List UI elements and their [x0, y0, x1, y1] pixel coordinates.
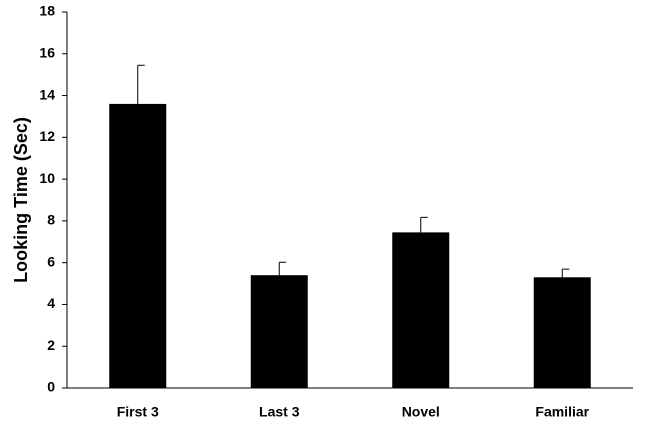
bar	[392, 232, 450, 388]
y-tick-label: 12	[39, 128, 55, 144]
bar	[109, 103, 167, 389]
bar	[250, 275, 308, 388]
y-tick-label: 8	[47, 212, 55, 228]
bar	[533, 277, 591, 388]
y-tick-label: 10	[39, 170, 55, 186]
y-tick-label: 6	[47, 253, 55, 269]
y-tick-label: 18	[39, 3, 55, 19]
x-tick-label: Novel	[402, 404, 440, 420]
y-tick-label: 16	[39, 44, 55, 60]
y-tick-label: 0	[47, 379, 55, 395]
y-tick-label: 4	[47, 295, 55, 311]
y-axis-label: Looking Time (Sec)	[11, 117, 31, 283]
y-tick-label: 14	[39, 86, 55, 102]
y-tick-label: 2	[47, 337, 55, 353]
x-tick-label: Last 3	[259, 404, 300, 420]
x-tick-label: Familiar	[535, 404, 589, 420]
x-tick-label: First 3	[117, 404, 159, 420]
